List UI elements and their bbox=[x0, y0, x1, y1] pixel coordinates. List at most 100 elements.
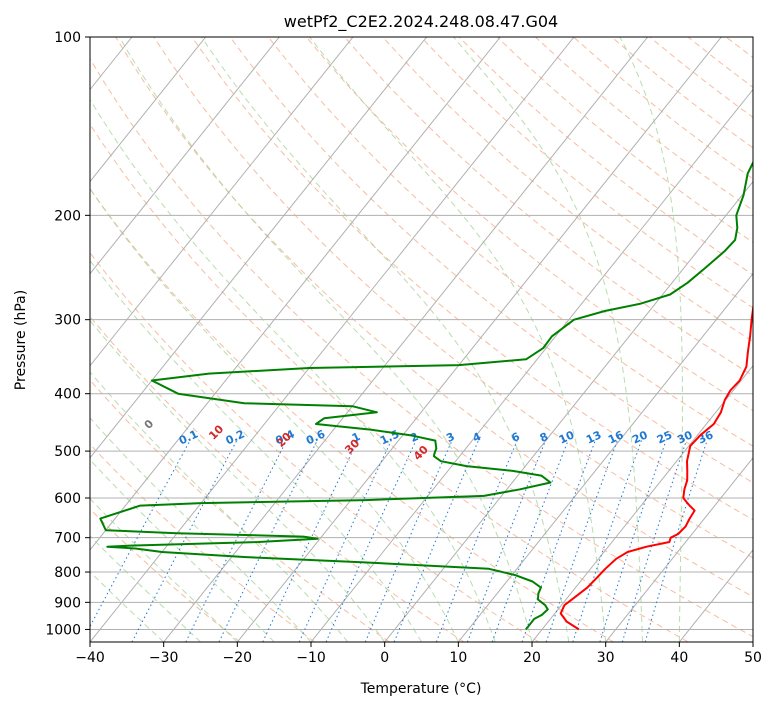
mixing-ratio-line bbox=[90, 440, 191, 628]
plot-area: 0.10.20.40.611.52346810131620253036-100-… bbox=[0, 37, 775, 642]
isotherm-line bbox=[531, 364, 753, 642]
mixing-ratio-label: 4 bbox=[471, 430, 484, 445]
mixing-ratio-label: 16 bbox=[606, 428, 626, 446]
isotherm-line bbox=[678, 549, 753, 642]
dewpoint-profile-line bbox=[99, 160, 753, 631]
dry-adiabat-line bbox=[115, 37, 753, 598]
x-tick-label: −30 bbox=[149, 650, 179, 666]
dry-adiabat-line bbox=[649, 37, 753, 118]
dry-adiabat-line bbox=[90, 252, 540, 642]
mixing-ratio-line bbox=[621, 440, 687, 642]
y-axis-title: Pressure (hPa) bbox=[13, 290, 29, 390]
y-tick-label: 200 bbox=[54, 208, 81, 224]
isotherm-line bbox=[90, 37, 501, 551]
y-tick-label: 1000 bbox=[45, 622, 81, 638]
mixing-ratio-line bbox=[599, 440, 667, 642]
moist-adiabat-line bbox=[90, 98, 496, 642]
dry-adiabat-line bbox=[90, 315, 465, 642]
moist-adiabat-line bbox=[453, 37, 643, 642]
mixing-ratio-label: 0.1 bbox=[177, 427, 200, 447]
temperature-profile-line bbox=[559, 301, 753, 631]
mixing-ratio-label: 10 bbox=[557, 428, 577, 446]
y-tick-label: 300 bbox=[54, 313, 81, 329]
mixing-ratio-label: 20 bbox=[630, 428, 650, 446]
moist-adiabat-line bbox=[90, 259, 422, 642]
dry-adiabat-line bbox=[687, 37, 753, 88]
y-tick-label: 800 bbox=[54, 565, 81, 581]
moist-adiabat-line bbox=[90, 498, 238, 642]
plot-frame bbox=[89, 36, 754, 643]
chart-title: wetPf2_C2E2.2024.248.08.47.G04 bbox=[284, 12, 558, 32]
dry-adiabat-line bbox=[344, 37, 753, 377]
mixing-ratio-line bbox=[491, 440, 569, 642]
dry-adiabat-line bbox=[191, 37, 753, 521]
dry-adiabat-line bbox=[90, 379, 390, 642]
moist-adiabat-line bbox=[309, 37, 607, 642]
moist-adiabat-line bbox=[90, 571, 165, 642]
moist-adiabat-line bbox=[90, 371, 349, 642]
dry-adiabat-line bbox=[229, 37, 753, 484]
mixing-ratio-line bbox=[521, 440, 596, 642]
dry-adiabat-label: -20 bbox=[5, 395, 28, 418]
moist-adiabat-line bbox=[90, 535, 201, 642]
mixing-ratio-line bbox=[393, 440, 479, 642]
mixing-ratio-line bbox=[545, 440, 618, 642]
dry-adiabat-line bbox=[535, 37, 753, 211]
dry-adiabat-line bbox=[90, 443, 315, 642]
isotherm-line bbox=[163, 37, 649, 642]
dry-adiabat-label: 10 bbox=[206, 422, 226, 442]
moist-adiabat-line bbox=[619, 37, 683, 642]
isotherm-line bbox=[236, 37, 722, 642]
isotherm-line bbox=[752, 641, 753, 642]
mixing-ratio-label: 30 bbox=[675, 428, 695, 446]
x-axis: −40 −30 −20 −10 0 10 20 30 40 50 bbox=[75, 642, 762, 666]
mixing-ratio-label: 25 bbox=[655, 428, 674, 446]
x-tick-label: 40 bbox=[670, 650, 688, 666]
dry-adiabat-line bbox=[306, 37, 753, 412]
dry-adiabat-line bbox=[90, 123, 689, 642]
isotherm-line bbox=[457, 272, 753, 642]
isotherm-line bbox=[90, 37, 207, 183]
mixing-ratio-label: 0.6 bbox=[304, 427, 327, 447]
mixing-ratio-line bbox=[218, 440, 318, 642]
y-tick-label: 900 bbox=[54, 595, 81, 611]
dry-adiabat-line bbox=[267, 37, 753, 447]
mixing-ratio-label: 0.2 bbox=[224, 427, 247, 447]
isotherm-line bbox=[90, 37, 575, 642]
mixing-ratio-line bbox=[644, 440, 708, 642]
mixing-ratio-label: 13 bbox=[584, 428, 603, 446]
isotherm-line bbox=[90, 37, 354, 367]
x-tick-label: 20 bbox=[523, 650, 541, 666]
mixing-ratio-label: 6 bbox=[509, 430, 522, 445]
isotherm-line bbox=[0, 37, 58, 642]
y-tick-label: 700 bbox=[54, 531, 81, 547]
moist-adiabat-line bbox=[90, 319, 386, 642]
dry-adiabat-line bbox=[573, 37, 753, 180]
x-tick-label: 50 bbox=[744, 650, 762, 666]
x-axis-title: Temperature (°C) bbox=[360, 681, 482, 697]
mixing-ratio-line bbox=[572, 440, 642, 642]
y-tick-label: 100 bbox=[54, 30, 81, 46]
isotherm-line bbox=[90, 37, 280, 275]
isotherm-line bbox=[90, 37, 428, 459]
isotherm-line bbox=[310, 88, 753, 642]
dry-adiabat-label: -10 bbox=[71, 404, 94, 427]
moist-adiabat-line bbox=[201, 37, 570, 642]
y-tick-label: 400 bbox=[54, 387, 81, 403]
y-tick-label: 500 bbox=[54, 444, 81, 460]
dry-adiabat-label: 0 bbox=[142, 417, 157, 432]
mixing-ratio-line bbox=[262, 440, 359, 642]
mixing-ratio-line bbox=[131, 440, 238, 642]
dry-adiabat-line bbox=[90, 188, 614, 642]
isotherm-line bbox=[605, 457, 753, 642]
y-axis: 1000 900 800 700 600 500 400 300 200 100 bbox=[45, 30, 90, 638]
moist-adiabat-line bbox=[90, 459, 275, 642]
dry-adiabat-line bbox=[764, 37, 775, 642]
x-tick-label: −40 bbox=[75, 650, 105, 666]
x-tick-label: 0 bbox=[380, 650, 389, 666]
moist-adiabat-line bbox=[118, 37, 533, 642]
dry-adiabat-line bbox=[458, 37, 753, 276]
isotherm-line bbox=[384, 180, 753, 642]
dry-adiabat-line bbox=[90, 508, 241, 642]
